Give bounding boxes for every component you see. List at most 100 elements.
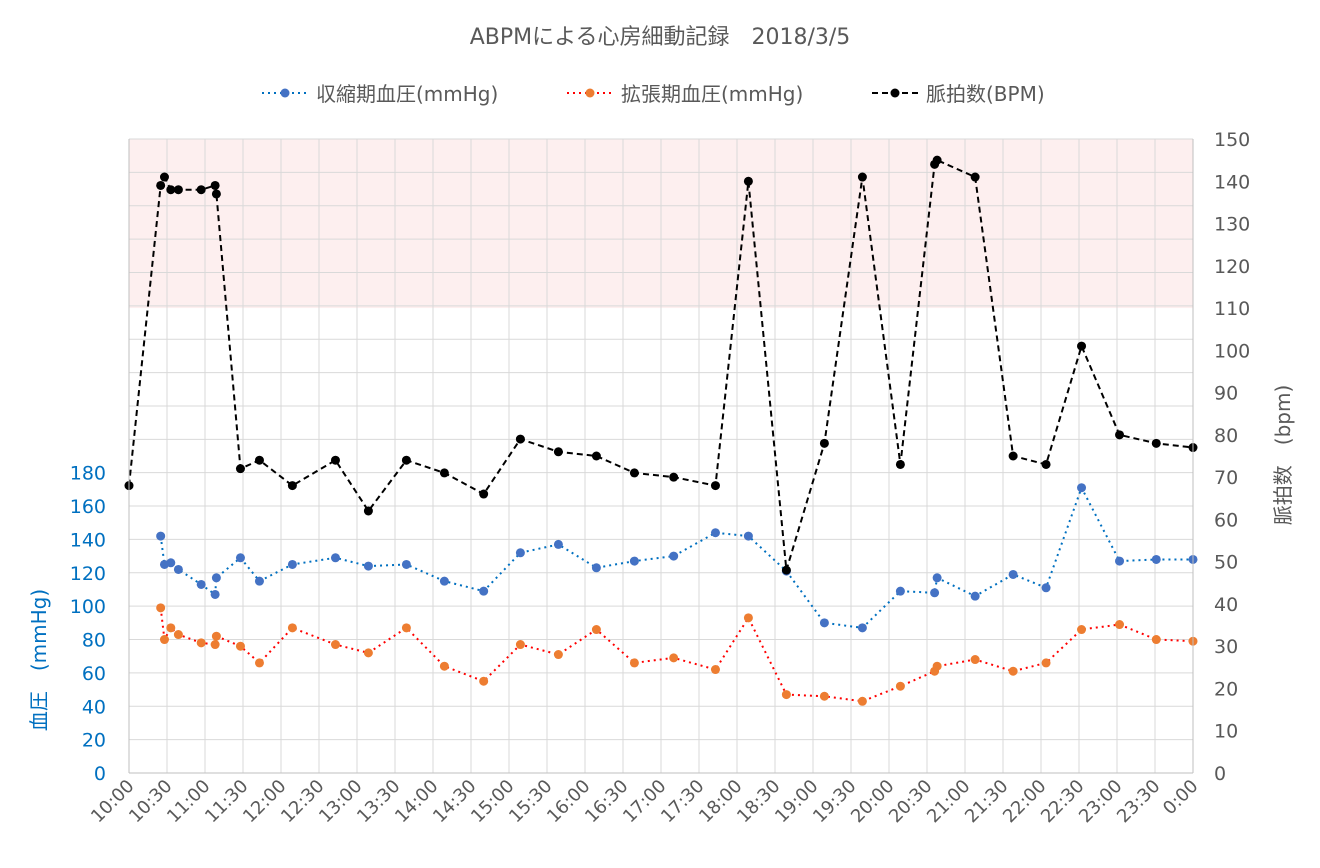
right-tick-label: 60 <box>1214 509 1238 531</box>
diastolic-point <box>479 676 489 686</box>
pulse-point <box>479 489 489 499</box>
diastolic-point <box>932 661 942 671</box>
systolic-point <box>479 586 489 596</box>
right-axis-title: 脈拍数 (bpm) <box>1271 385 1295 525</box>
diastolic-point <box>710 665 720 675</box>
right-tick-label: 130 <box>1214 214 1250 236</box>
right-tick-label: 90 <box>1214 383 1238 405</box>
x-tick-label: 0:00 <box>1159 776 1202 819</box>
series-markers <box>124 155 1198 706</box>
systolic-point <box>1115 556 1125 566</box>
pulse-point <box>211 189 221 199</box>
systolic-point <box>211 573 221 583</box>
right-tick-label: 20 <box>1214 678 1238 700</box>
systolic-point <box>591 563 601 573</box>
diastolic-point <box>235 641 245 651</box>
right-tick-label: 100 <box>1214 340 1250 362</box>
pulse-point <box>196 185 206 195</box>
pulse-point <box>363 506 373 516</box>
diastolic-point <box>363 648 373 658</box>
diastolic-point <box>1115 620 1125 630</box>
pulse-point <box>330 455 340 465</box>
pulse-point <box>591 451 601 461</box>
pulse-point <box>819 438 829 448</box>
systolic-point <box>330 553 340 563</box>
diastolic-point <box>1008 666 1018 676</box>
pulse-point <box>710 481 720 491</box>
diastolic-point <box>159 635 169 645</box>
pulse-point <box>156 180 166 190</box>
systolic-point <box>710 528 720 538</box>
diastolic-point <box>515 640 525 650</box>
systolic-point <box>1077 483 1087 493</box>
pulse-point <box>254 455 264 465</box>
systolic-point <box>363 561 373 571</box>
left-tick-label: 40 <box>82 696 106 718</box>
gridlines <box>128 138 1194 774</box>
diastolic-point <box>330 640 340 650</box>
legend-diastolic-label: 拡張期血圧(mmHg) <box>621 82 803 106</box>
systolic-point <box>401 559 411 569</box>
diastolic-line <box>159 607 1194 703</box>
chart-title: ABPMによる心房細動記録 2018/3/5 <box>470 25 851 50</box>
left-tick-label: 140 <box>70 529 106 551</box>
systolic-point <box>970 591 980 601</box>
right-tick-label: 0 <box>1214 763 1226 785</box>
diastolic-point <box>669 653 679 663</box>
systolic-point <box>669 551 679 561</box>
pulse-point <box>159 172 169 182</box>
legend-diastolic-marker <box>585 88 595 98</box>
systolic-point <box>235 553 245 563</box>
systolic-point <box>156 531 166 541</box>
right-tick-label: 120 <box>1214 256 1250 278</box>
pulse-point <box>629 468 639 478</box>
systolic-point <box>254 576 264 586</box>
pulse-point <box>401 455 411 465</box>
pulse-point <box>173 185 183 195</box>
diastolic-point <box>196 638 206 648</box>
diastolic-point <box>211 631 221 641</box>
pulse-point <box>743 176 753 186</box>
left-tick-label: 180 <box>70 463 106 485</box>
diastolic-point <box>254 658 264 668</box>
systolic-point <box>439 576 449 586</box>
pulse-point <box>235 464 245 474</box>
left-tick-label: 160 <box>70 496 106 518</box>
left-axis-title: 血圧 (mmHg) <box>27 589 51 731</box>
pulse-point <box>553 447 563 457</box>
x-tick-label: 23:30 <box>1113 776 1165 828</box>
pulse-point <box>1041 459 1051 469</box>
diastolic-point <box>629 658 639 668</box>
diastolic-point <box>156 603 166 613</box>
right-tick-label: 70 <box>1214 467 1238 489</box>
pulse-point <box>781 565 791 575</box>
diastolic-point <box>970 655 980 665</box>
pulse-point <box>166 185 176 195</box>
pulse-point <box>515 434 525 444</box>
diastolic-point <box>743 613 753 623</box>
diastolic-point <box>401 623 411 633</box>
systolic-point <box>930 588 940 598</box>
legend-systolic-marker <box>280 88 290 98</box>
diastolic-point <box>210 640 220 650</box>
systolic-point <box>166 558 176 568</box>
pulse-point <box>1115 430 1125 440</box>
systolic-point <box>553 539 563 549</box>
pulse-point <box>669 472 679 482</box>
diastolic-point <box>781 690 791 700</box>
left-tick-label: 20 <box>82 730 106 752</box>
right-tick-label: 50 <box>1214 552 1238 574</box>
right-tick-label: 110 <box>1214 298 1250 320</box>
pulse-point <box>932 155 942 165</box>
systolic-point <box>629 556 639 566</box>
systolic-point <box>932 573 942 583</box>
right-tick-label: 40 <box>1214 594 1238 616</box>
left-tick-label: 60 <box>82 663 106 685</box>
legend-pulse-marker <box>890 88 900 98</box>
diastolic-point <box>895 681 905 691</box>
systolic-point <box>743 531 753 541</box>
diastolic-point <box>439 661 449 671</box>
pulse-point <box>210 180 220 190</box>
diastolic-point <box>1077 625 1087 635</box>
